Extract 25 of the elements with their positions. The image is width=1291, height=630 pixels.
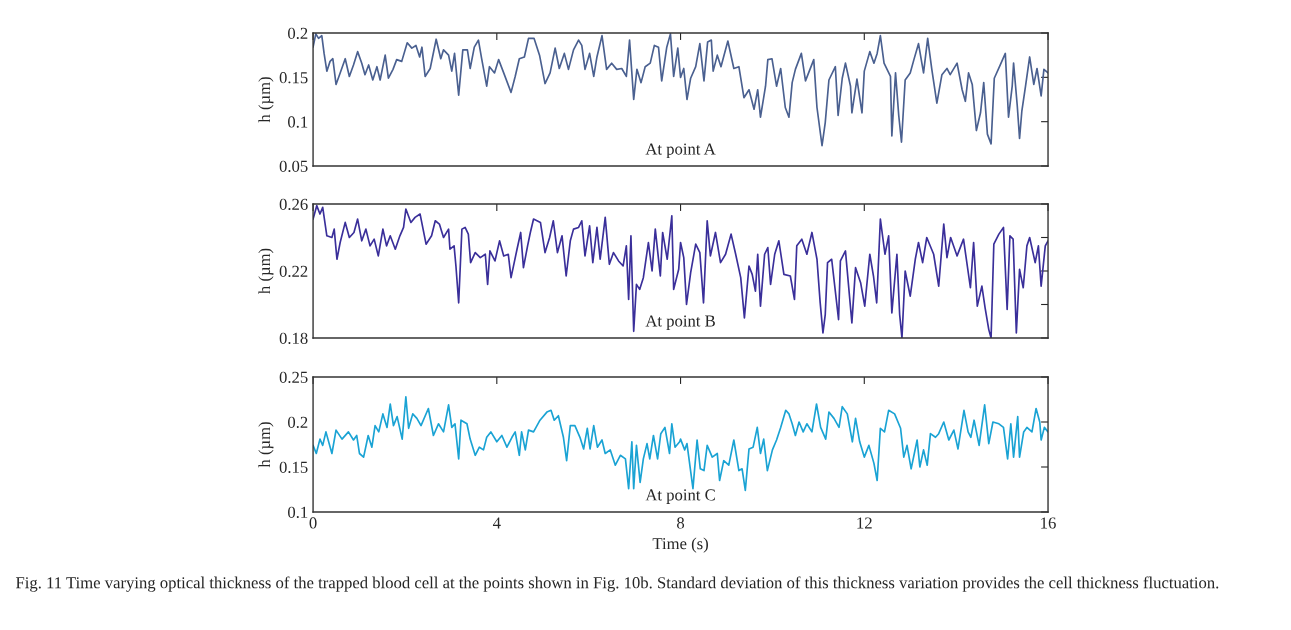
x-tick-label: 0 — [309, 517, 317, 529]
x-tick-label: 16 — [1041, 517, 1056, 529]
x-tick-label: 4 — [492, 517, 501, 529]
y-tick-label: 0.25 — [279, 371, 308, 384]
line-series — [313, 204, 1049, 338]
y-tick-label: 0.15 — [279, 461, 308, 474]
annotation: At point C — [645, 489, 715, 504]
y-tick-label: 0.2 — [288, 27, 308, 40]
y-tick-label: 0.26 — [279, 198, 308, 211]
y-tick-label: 0.1 — [288, 116, 308, 128]
y-axis-title: h (µm) — [258, 422, 274, 468]
y-axis-title: h (µm) — [258, 77, 274, 123]
caption: Fig. 11 Time varying optical thickness of the trapped blood cell at the points shown in Fig. 10b. Standard deviation of this thickness variation provides the cell thickness fluctuation. — [15, 576, 1219, 592]
annotation: At point A — [645, 143, 716, 159]
x-tick-label: 8 — [677, 517, 685, 529]
y-tick-label: 0.15 — [279, 72, 308, 84]
y-tick-label: 0.18 — [279, 332, 308, 345]
annotation: At point B — [645, 315, 715, 330]
y-axis-title: h (µm) — [258, 248, 274, 294]
y-tick-label: 0.22 — [279, 265, 308, 278]
x-tick-label: 12 — [857, 517, 872, 529]
y-tick-label: 0.2 — [288, 416, 308, 429]
y-tick-label: 0.1 — [288, 506, 308, 519]
x-axis-title: Time (s) — [652, 537, 708, 553]
y-tick-label: 0.05 — [279, 160, 308, 173]
